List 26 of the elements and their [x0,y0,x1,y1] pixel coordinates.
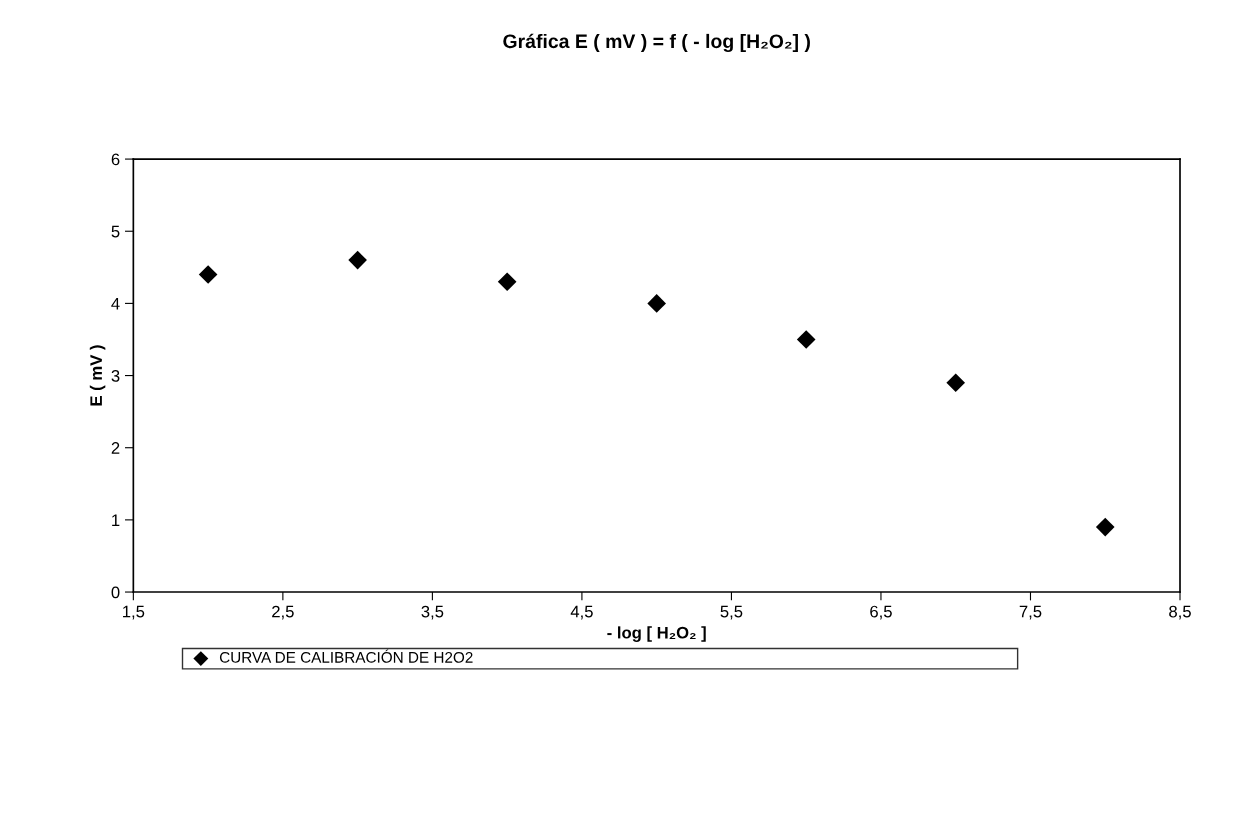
x-tick-label: 4,5 [570,605,593,620]
legend-label: CURVA DE CALIBRACIÓN DE H2O2 [219,649,473,663]
point [348,250,367,270]
point [497,272,517,292]
y-tick-label: 1 [112,514,120,526]
point [198,265,218,284]
x-tick-label: 3,5 [421,605,444,620]
point [946,373,966,393]
y-tick-label: 0 [111,586,120,599]
point [647,294,666,313]
y-axis-title: E ( mV ) [89,345,106,406]
y-tick-label: 2 [111,442,120,454]
x-tick-label: 5,5 [720,605,743,620]
x-tick-label: 7,5 [1019,605,1042,620]
y-tick-label: 3 [111,369,120,382]
x-tick-label: 6,5 [870,605,892,620]
x-axis-title: - log [ H₂O₂ ] [607,626,706,642]
y-tick-label: 6 [111,153,120,166]
point [796,330,816,349]
y-tick-label: 5 [111,225,120,238]
chart-title: Gráfica E ( mV ) = f ( - log [H₂O₂] ) [503,33,810,53]
x-tick-label: 1,5 [123,605,145,620]
x-tick-label: 8,5 [1169,605,1191,620]
y-tick-label: 4 [111,297,120,310]
x-tick-label: 2,5 [272,605,294,620]
point [1095,517,1115,537]
